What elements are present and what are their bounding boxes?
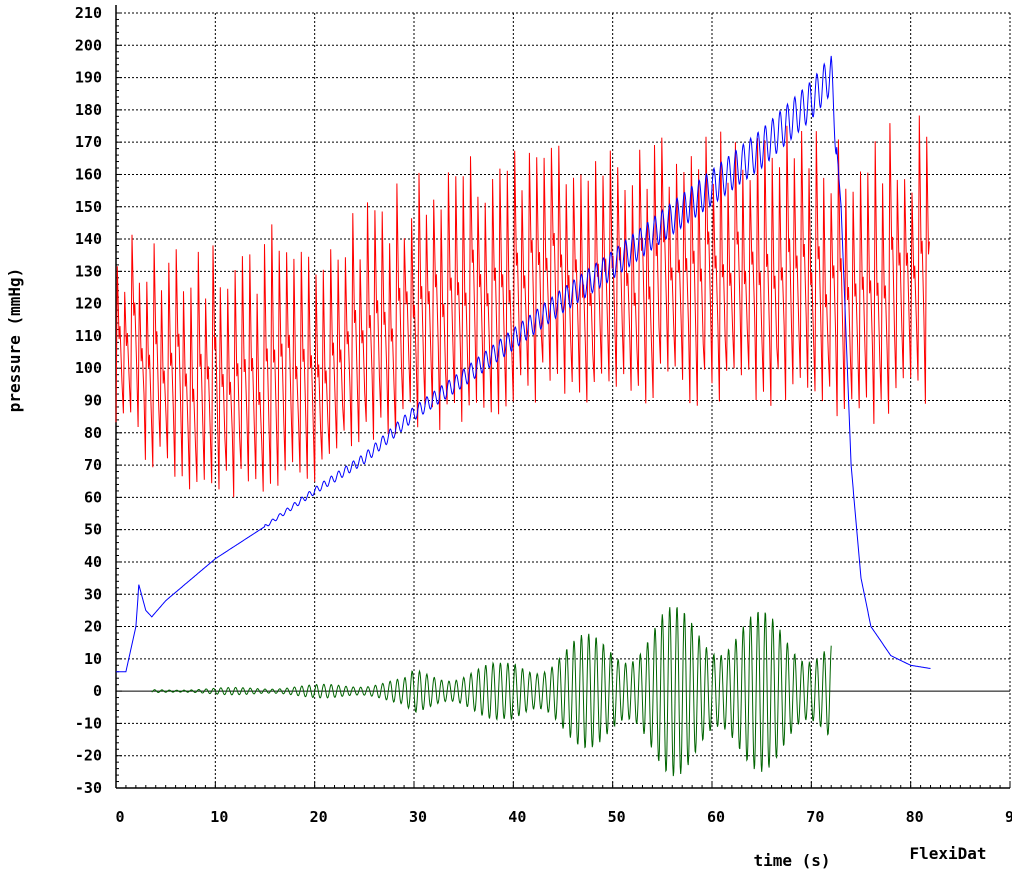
blue-cuff-series	[116, 55, 931, 673]
y-tick-label: -20	[75, 747, 102, 765]
y-tick-label: 80	[84, 424, 102, 442]
y-tick-label: 20	[84, 618, 102, 636]
x-tick-label: 80	[906, 808, 924, 826]
x-tick-label: 60	[707, 808, 725, 826]
y-tick-label: 0	[93, 682, 102, 700]
y-tick-label: 130	[75, 262, 102, 280]
y-tick-label: 60	[84, 488, 102, 506]
x-tick-label: 0	[115, 808, 124, 826]
green-oscillation-series	[151, 607, 832, 777]
x-tick-label: 10	[210, 808, 228, 826]
tick-labels: -30-20-100102030405060708090100110120130…	[75, 4, 1012, 826]
y-tick-label: -10	[75, 714, 102, 732]
red-pressure-series	[115, 115, 930, 498]
y-tick-label: 190	[75, 69, 102, 87]
x-tick-label: 70	[806, 808, 824, 826]
x-tick-label: 20	[310, 808, 328, 826]
y-tick-label: 160	[75, 165, 102, 183]
y-axis-label: pressure (mmHg)	[5, 268, 24, 413]
x-axis-label: time (s)	[753, 851, 830, 870]
y-tick-label: 90	[84, 392, 102, 410]
grid	[116, 12, 1011, 789]
y-tick-label: 140	[75, 230, 102, 248]
axes	[115, 5, 1011, 789]
y-tick-label: 40	[84, 553, 102, 571]
y-tick-label: 70	[84, 456, 102, 474]
y-tick-label: 180	[75, 101, 102, 119]
y-tick-label: -30	[75, 779, 102, 797]
y-tick-label: 10	[84, 650, 102, 668]
series	[115, 55, 931, 777]
x-tick-label: 30	[409, 808, 427, 826]
y-tick-label: 170	[75, 133, 102, 151]
x-tick-label: 40	[508, 808, 526, 826]
brand-label: FlexiDat	[909, 844, 986, 863]
y-tick-label: 100	[75, 359, 102, 377]
y-tick-label: 30	[84, 585, 102, 603]
y-tick-label: 110	[75, 327, 102, 345]
y-tick-label: 150	[75, 198, 102, 216]
x-tick-label: 90	[1005, 808, 1012, 826]
y-tick-label: 210	[75, 4, 102, 22]
y-tick-label: 50	[84, 521, 102, 539]
x-tick-label: 50	[608, 808, 626, 826]
y-tick-label: 200	[75, 36, 102, 54]
y-tick-label: 120	[75, 295, 102, 313]
